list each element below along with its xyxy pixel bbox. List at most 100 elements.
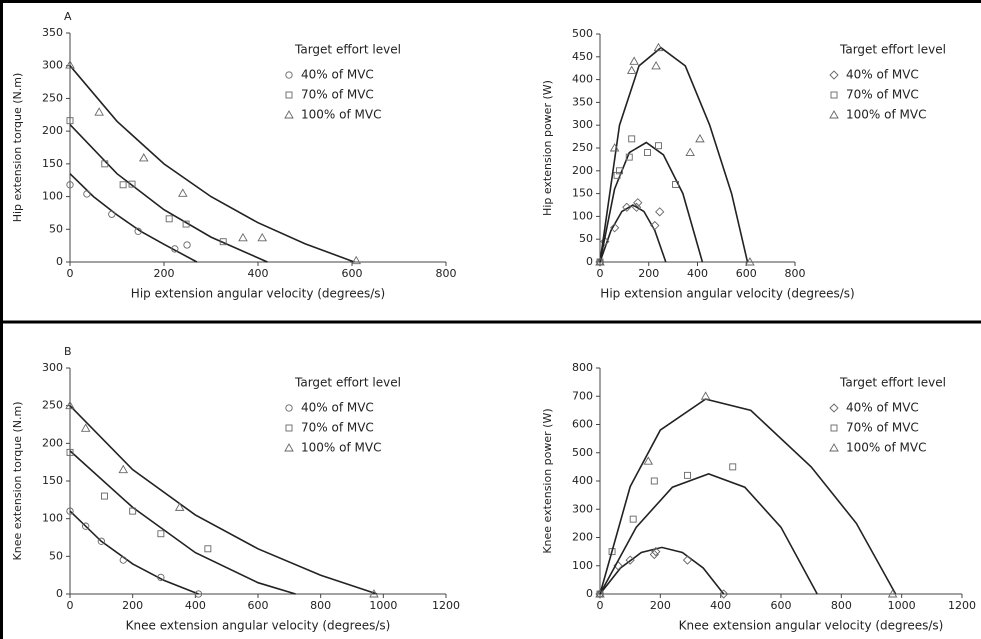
y-axis-label: Hip extension torque (N.m) [11,73,24,223]
y-tick-label: 50 [49,549,63,562]
point [650,220,660,231]
legend-title: Target effort level [294,376,401,390]
y-tick-label: 50 [579,232,593,245]
y-tick-label: 200 [572,531,593,544]
point [651,546,661,557]
point [655,207,665,217]
point [369,589,379,598]
point [128,180,136,188]
point [745,257,755,266]
legend-label: 40% of MVC [301,401,374,415]
point [625,153,633,161]
legend-label: 40% of MVC [846,401,919,415]
fit-curve [599,46,749,263]
x-axis-label: Hip extension angular velocity (degrees/… [600,287,854,301]
fit-curve [599,473,818,595]
legend-label: 100% of MVC [301,441,381,455]
y-tick-label: 800 [572,361,593,374]
x-tick-label: 400 [687,267,708,280]
point [672,181,680,188]
legend-title: Target effort level [294,43,401,57]
fit-curve [69,450,296,595]
y-tick-label: 100 [572,559,593,572]
x-tick-label: 200 [154,267,175,280]
point [129,507,137,515]
y-tick-label: 150 [42,474,63,487]
point [684,471,691,479]
point [157,573,165,582]
point [651,61,661,70]
x-tick-label: 600 [248,599,269,612]
fit-curve [599,141,704,263]
y-tick-label: 500 [572,446,593,459]
point [65,60,75,69]
point [650,477,658,485]
fit-curve [599,398,897,595]
y-tick-label: 100 [42,512,63,525]
legend-label: 70% of MVC [846,88,919,102]
point [66,117,74,125]
y-tick-label: 150 [572,187,593,200]
point [139,153,149,162]
point [633,198,643,208]
fit-curve [599,204,667,263]
point [134,227,142,235]
point [685,147,695,157]
y-tick-label: 250 [42,91,63,104]
y-tick-label: 100 [572,209,593,222]
y-tick-label: 100 [42,190,63,203]
point [643,456,654,465]
legend-label: 40% of MVC [301,68,374,82]
legend-label: 70% of MVC [301,421,374,435]
point [595,257,605,266]
y-tick-label: 250 [42,399,63,412]
point [204,545,212,553]
y-tick-label: 400 [572,73,593,86]
x-tick-label: 1200 [432,599,460,612]
legend-marker [829,443,839,452]
fit-curve [69,405,378,595]
legend-label: 100% of MVC [846,441,926,455]
point [653,42,664,52]
fit-curve [599,546,725,595]
panel-label: A [64,10,72,23]
point [616,167,623,175]
point [165,215,173,223]
point [94,107,104,116]
x-tick-label: 800 [831,599,852,612]
point [629,56,639,65]
point [65,400,75,410]
point [97,537,105,545]
y-axis-label: Hip extension power (W) [541,80,554,216]
y-tick-label: 50 [49,222,63,235]
x-axis-label: Knee extension angular velocity (degrees… [679,619,944,633]
y-tick-label: 350 [42,26,63,39]
y-tick-label: 400 [572,474,593,487]
legend-marker [829,70,839,80]
point [649,549,659,560]
x-tick-label: 1000 [369,599,397,612]
point [887,589,898,598]
point [219,238,227,246]
legend-label: 70% of MVC [846,421,919,435]
y-axis-label: Knee extension torque (N.m) [11,402,24,561]
x-tick-label: 0 [597,267,604,280]
legend-marker [830,424,838,432]
fit-curve [69,510,199,595]
x-tick-label: 800 [310,599,331,612]
x-tick-label: 800 [785,267,806,280]
point [101,492,108,500]
panel-label: B [64,345,72,358]
point [238,232,248,242]
legend-marker [284,110,294,119]
point [700,391,711,400]
point [600,236,610,247]
point [631,202,642,212]
point [719,589,729,599]
point [66,448,74,456]
point [655,142,662,150]
y-axis-label: Knee extension power (W) [541,408,554,553]
legend-label: 100% of MVC [846,108,926,122]
legend-marker [285,91,293,99]
